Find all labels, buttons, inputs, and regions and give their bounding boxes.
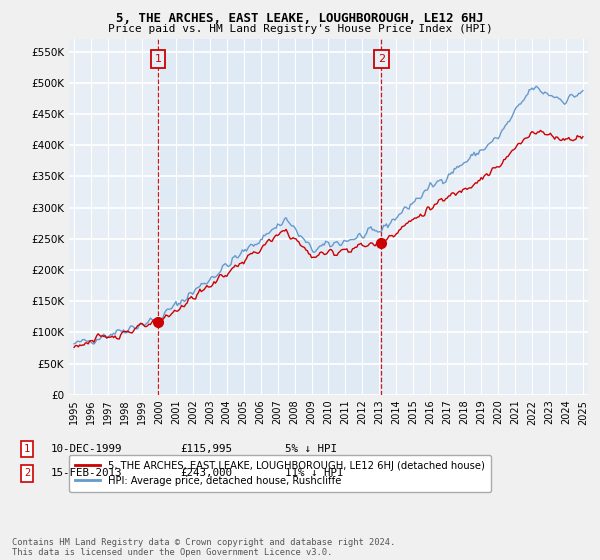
Text: 2: 2 [24, 468, 30, 478]
Text: 2: 2 [378, 54, 385, 64]
Text: £243,000: £243,000 [180, 468, 232, 478]
Text: 11% ↓ HPI: 11% ↓ HPI [285, 468, 343, 478]
Text: Price paid vs. HM Land Registry's House Price Index (HPI): Price paid vs. HM Land Registry's House … [107, 24, 493, 34]
Text: 5, THE ARCHES, EAST LEAKE, LOUGHBOROUGH, LE12 6HJ: 5, THE ARCHES, EAST LEAKE, LOUGHBOROUGH,… [116, 12, 484, 25]
Text: 5% ↓ HPI: 5% ↓ HPI [285, 444, 337, 454]
Text: 10-DEC-1999: 10-DEC-1999 [51, 444, 122, 454]
Text: £115,995: £115,995 [180, 444, 232, 454]
Text: 1: 1 [155, 54, 161, 64]
Text: Contains HM Land Registry data © Crown copyright and database right 2024.
This d: Contains HM Land Registry data © Crown c… [12, 538, 395, 557]
Text: 1: 1 [24, 444, 30, 454]
Text: 15-FEB-2013: 15-FEB-2013 [51, 468, 122, 478]
Legend: 5, THE ARCHES, EAST LEAKE, LOUGHBOROUGH, LE12 6HJ (detached house), HPI: Average: 5, THE ARCHES, EAST LEAKE, LOUGHBOROUGH,… [69, 455, 491, 492]
Bar [158, 39, 382, 395]
